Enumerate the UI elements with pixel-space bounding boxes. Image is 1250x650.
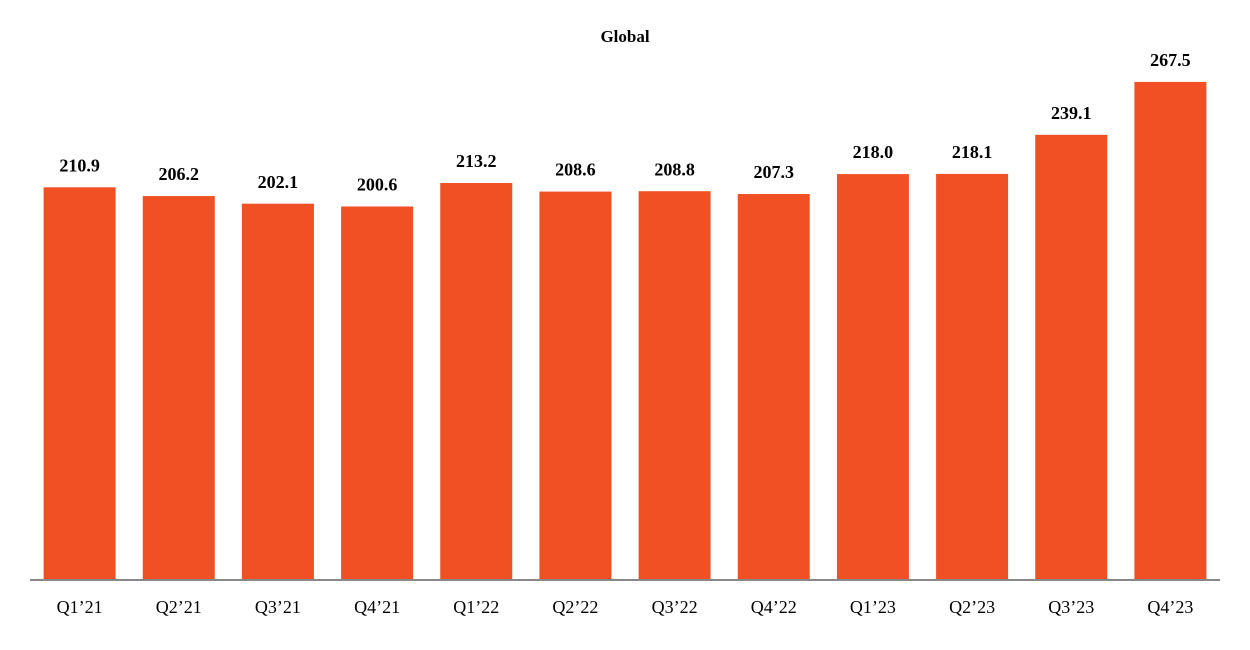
value-label: 202.1: [258, 172, 299, 192]
bar: [241, 203, 314, 580]
value-label: 210.9: [59, 155, 100, 175]
value-label: 200.6: [357, 175, 398, 195]
x-tick-label: Q1’22: [453, 597, 499, 617]
value-label: 267.5: [1150, 50, 1191, 70]
x-tick-label: Q3’21: [255, 597, 301, 617]
value-label: 207.3: [754, 162, 795, 182]
value-label: 218.0: [853, 142, 894, 162]
x-tick-label: Q2’23: [949, 597, 995, 617]
bar: [836, 174, 909, 581]
x-tick-label: Q3’22: [652, 597, 698, 617]
x-tick-label: Q1’23: [850, 597, 896, 617]
bar: [936, 173, 1009, 580]
x-tick-label: Q2’21: [156, 597, 202, 617]
bar: [539, 191, 612, 581]
bar: [1035, 134, 1108, 580]
value-label: 213.2: [456, 151, 497, 171]
chart-title: Global: [600, 27, 649, 46]
bar: [737, 194, 810, 581]
value-label: 218.1: [952, 142, 993, 162]
x-tick-label: Q4’21: [354, 597, 400, 617]
x-tick-label: Q1’21: [57, 597, 103, 617]
bar: [43, 187, 116, 580]
bar: [638, 191, 711, 580]
value-label: 206.2: [159, 164, 200, 184]
x-tick-label: Q4’22: [751, 597, 797, 617]
bar: [341, 206, 414, 581]
x-tick-label: Q4’23: [1147, 597, 1193, 617]
x-tick-label: Q3’23: [1048, 597, 1094, 617]
value-label: 208.8: [654, 159, 695, 179]
bar: [1134, 81, 1207, 580]
value-label: 239.1: [1051, 103, 1092, 123]
value-label: 208.6: [555, 160, 596, 180]
x-tick-label: Q2’22: [552, 597, 598, 617]
bar: [142, 196, 215, 580]
bar: [440, 183, 513, 580]
